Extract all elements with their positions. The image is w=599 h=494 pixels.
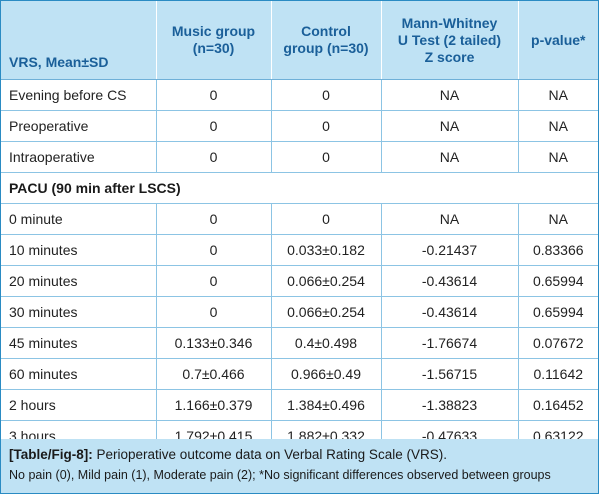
header-line: Music group <box>171 23 256 39</box>
group-header-row: PACU (90 min after LSCS) <box>1 172 598 204</box>
table-row: 30 minutes 0 0.066±0.254 -0.43614 0.65994 <box>1 296 598 328</box>
z-score-cell: NA <box>381 141 519 173</box>
row-label-cell: Intraoperative <box>1 141 157 173</box>
z-score-cell: -0.43614 <box>381 296 519 328</box>
z-score-cell: -1.38823 <box>381 389 519 421</box>
row-label-cell: 10 minutes <box>1 234 157 266</box>
music-group-cell: 0.7±0.466 <box>156 358 272 390</box>
header-p-value: p-value* <box>518 1 598 80</box>
header-line: group (n=30) <box>283 40 369 56</box>
z-score-cell: NA <box>381 203 519 235</box>
caption-label: [Table/Fig-8]: <box>9 447 93 462</box>
table-row: Intraoperative 0 0 NA NA <box>1 141 598 173</box>
music-group-cell: 0 <box>156 265 272 297</box>
p-value-cell: 0.07672 <box>518 327 598 359</box>
p-value-cell: NA <box>518 110 598 142</box>
row-label-cell: Evening before CS <box>1 79 157 111</box>
p-value-cell: NA <box>518 203 598 235</box>
p-value-cell: 0.11642 <box>518 358 598 390</box>
z-score-cell: -0.21437 <box>381 234 519 266</box>
music-group-cell: 0 <box>156 203 272 235</box>
z-score-cell: NA <box>381 79 519 111</box>
z-score-cell: -1.76674 <box>381 327 519 359</box>
music-group-cell: 0 <box>156 141 272 173</box>
row-label-cell: 20 minutes <box>1 265 157 297</box>
control-group-cell: 0.066±0.254 <box>271 265 382 297</box>
table-row: 10 minutes 0 0.033±0.182 -0.21437 0.83366 <box>1 234 598 266</box>
table-row: Evening before CS 0 0 NA NA <box>1 79 598 111</box>
music-group-cell: 0 <box>156 110 272 142</box>
row-label-cell: 45 minutes <box>1 327 157 359</box>
header-line: Z score <box>424 48 475 65</box>
p-value-cell: NA <box>518 79 598 111</box>
vrs-outcome-table: VRS, Mean±SD Music group (n=30) Control grou… <box>1 1 598 452</box>
music-group-cell: 0.133±0.346 <box>156 327 272 359</box>
caption-title-line: [Table/Fig-8]: Perioperative outcome dat… <box>9 446 590 464</box>
caption-title: Perioperative outcome data on Verbal Rat… <box>96 447 447 462</box>
control-group-cell: 0.4±0.498 <box>271 327 382 359</box>
table-row: 20 minutes 0 0.066±0.254 -0.43614 0.65994 <box>1 265 598 297</box>
table-row: 2 hours 1.166±0.379 1.384±0.496 -1.38823 0.1… <box>1 389 598 421</box>
group-label-cell: PACU (90 min after LSCS) <box>1 172 598 204</box>
table-row: Preoperative 0 0 NA NA <box>1 110 598 142</box>
control-group-cell: 0 <box>271 141 382 173</box>
header-row: VRS, Mean±SD Music group (n=30) Control grou… <box>1 1 598 80</box>
header-line: Mann-Whitney <box>401 14 498 31</box>
table-row: 0 minute 0 0 NA NA <box>1 203 598 235</box>
music-group-cell: 0 <box>156 296 272 328</box>
header-line: VRS, Mean±SD <box>9 54 109 70</box>
caption-note: No pain (0), Mild pain (1), Moderate pai… <box>9 468 551 482</box>
z-score-cell: NA <box>381 110 519 142</box>
header-vrs: VRS, Mean±SD <box>1 1 157 80</box>
table-body: Evening before CS 0 0 NA NA Preoperative 0 0 NA N… <box>1 79 598 452</box>
control-group-cell: 1.384±0.496 <box>271 389 382 421</box>
header-control-group: Control group (n=30) <box>271 1 382 80</box>
header-line: (n=30) <box>192 40 235 56</box>
table-caption: [Table/Fig-8]: Perioperative outcome dat… <box>1 439 598 493</box>
control-group-cell: 0 <box>271 203 382 235</box>
header-line: Control <box>301 23 351 39</box>
control-group-cell: 0.966±0.49 <box>271 358 382 390</box>
control-group-cell: 0 <box>271 79 382 111</box>
music-group-cell: 1.166±0.379 <box>156 389 272 421</box>
table-row: 45 minutes 0.133±0.346 0.4±0.498 -1.76674 0.… <box>1 327 598 359</box>
z-score-cell: -0.43614 <box>381 265 519 297</box>
row-label-cell: Preoperative <box>1 110 157 142</box>
z-score-cell: -1.56715 <box>381 358 519 390</box>
header-z-score: Mann-Whitney U Test (2 tailed) Z score <box>381 1 519 80</box>
p-value-cell: 0.65994 <box>518 296 598 328</box>
p-value-cell: 0.16452 <box>518 389 598 421</box>
header-line: p-value* <box>531 31 586 48</box>
control-group-cell: 0 <box>271 110 382 142</box>
control-group-cell: 0.033±0.182 <box>271 234 382 266</box>
row-label-cell: 30 minutes <box>1 296 157 328</box>
music-group-cell: 0 <box>156 79 272 111</box>
header-music-group: Music group (n=30) <box>156 1 272 80</box>
row-label-cell: 60 minutes <box>1 358 157 390</box>
table-row: 60 minutes 0.7±0.466 0.966±0.49 -1.56715 0.1… <box>1 358 598 390</box>
p-value-cell: 0.83366 <box>518 234 598 266</box>
row-label-cell: 2 hours <box>1 389 157 421</box>
row-label-cell: 0 minute <box>1 203 157 235</box>
p-value-cell: NA <box>518 141 598 173</box>
control-group-cell: 0.066±0.254 <box>271 296 382 328</box>
header-line: U Test (2 tailed) <box>397 31 502 48</box>
music-group-cell: 0 <box>156 234 272 266</box>
p-value-cell: 0.65994 <box>518 265 598 297</box>
